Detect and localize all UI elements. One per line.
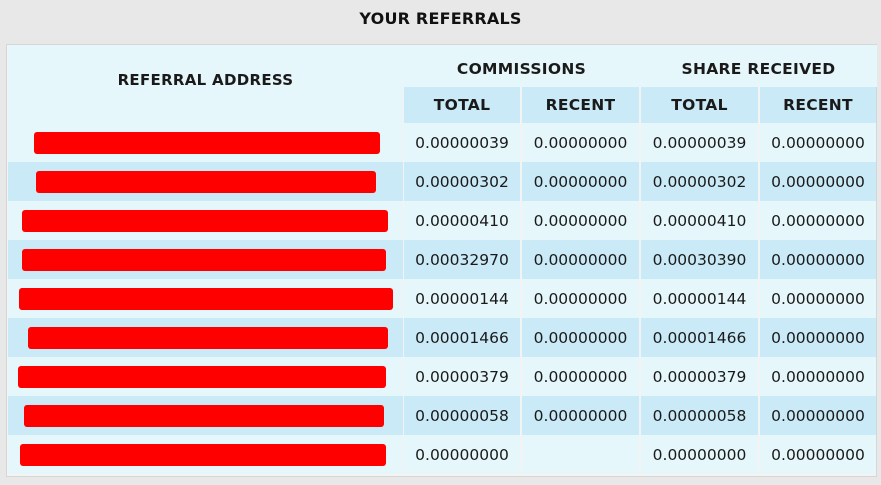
- share-total-cell: 0.00000000: [641, 435, 758, 474]
- redacted-address: [24, 404, 384, 427]
- commission-recent-cell: 0.00000000: [522, 279, 639, 318]
- redacted-address: [22, 248, 386, 271]
- commission-total-cell: 0.00000000: [404, 435, 520, 474]
- referral-address-cell: [8, 396, 403, 435]
- referral-address-cell: [8, 201, 403, 240]
- header-share-recent: RECENT: [760, 87, 876, 123]
- commission-recent-cell: 0.00000000: [522, 123, 639, 162]
- page-title: YOUR REFERRALS: [359, 8, 522, 28]
- referral-address-cell: [8, 435, 403, 474]
- commission-total-cell: 0.00000410: [404, 201, 520, 240]
- commission-total-cell: 0.00000144: [404, 279, 520, 318]
- share-recent-cell: 0.00000000: [760, 435, 876, 474]
- referral-address-cell: [8, 357, 403, 396]
- share-recent-cell: 0.00000000: [760, 201, 876, 240]
- referral-address-cell: [8, 240, 403, 279]
- referrals-table: REFERRAL ADDRESS COMMISSIONS SHARE RECEI…: [8, 45, 877, 474]
- redacted-address: [19, 287, 393, 310]
- share-recent-cell: 0.00000000: [760, 396, 876, 435]
- share-total-cell: 0.00001466: [641, 318, 758, 357]
- commission-recent-cell: 0.00000000: [522, 396, 639, 435]
- redacted-address: [36, 170, 376, 193]
- commission-recent-cell: 0.00000000: [522, 357, 639, 396]
- share-recent-cell: 0.00000000: [760, 162, 876, 201]
- redacted-address: [18, 365, 386, 388]
- commission-recent-cell: 0.00000000: [522, 318, 639, 357]
- redacted-address: [22, 209, 388, 232]
- referral-address-cell: [8, 123, 403, 162]
- commission-total-cell: 0.00000039: [404, 123, 520, 162]
- share-total-cell: 0.00000410: [641, 201, 758, 240]
- redacted-address: [20, 443, 386, 466]
- commission-total-cell: 0.00000302: [404, 162, 520, 201]
- commission-total-cell: 0.00000058: [404, 396, 520, 435]
- share-total-cell: 0.00000144: [641, 279, 758, 318]
- commission-total-cell: 0.00000379: [404, 357, 520, 396]
- share-total-cell: 0.00000058: [641, 396, 758, 435]
- share-recent-cell: 0.00000000: [760, 357, 876, 396]
- referral-address-cell: [8, 279, 403, 318]
- commission-recent-cell: [522, 435, 639, 474]
- share-recent-cell: 0.00000000: [760, 318, 876, 357]
- header-commissions: COMMISSIONS: [403, 45, 640, 87]
- referral-address-cell: [8, 318, 403, 357]
- commission-recent-cell: 0.00000000: [522, 162, 639, 201]
- referral-address-cell: [8, 162, 403, 201]
- share-total-cell: 0.00030390: [641, 240, 758, 279]
- share-total-cell: 0.00000379: [641, 357, 758, 396]
- header-referral-address: REFERRAL ADDRESS: [8, 45, 403, 123]
- header-commissions-total: TOTAL: [404, 87, 520, 123]
- share-total-cell: 0.00000039: [641, 123, 758, 162]
- share-recent-cell: 0.00000000: [760, 279, 876, 318]
- header-share-total: TOTAL: [641, 87, 758, 123]
- commission-total-cell: 0.00001466: [404, 318, 520, 357]
- header-commissions-recent: RECENT: [522, 87, 639, 123]
- redacted-address: [28, 326, 388, 349]
- share-total-cell: 0.00000302: [641, 162, 758, 201]
- commission-total-cell: 0.00032970: [404, 240, 520, 279]
- share-recent-cell: 0.00000000: [760, 123, 876, 162]
- share-recent-cell: 0.00000000: [760, 240, 876, 279]
- redacted-address: [34, 131, 380, 154]
- commission-recent-cell: 0.00000000: [522, 240, 639, 279]
- commission-recent-cell: 0.00000000: [522, 201, 639, 240]
- header-share-received: SHARE RECEIVED: [640, 45, 877, 87]
